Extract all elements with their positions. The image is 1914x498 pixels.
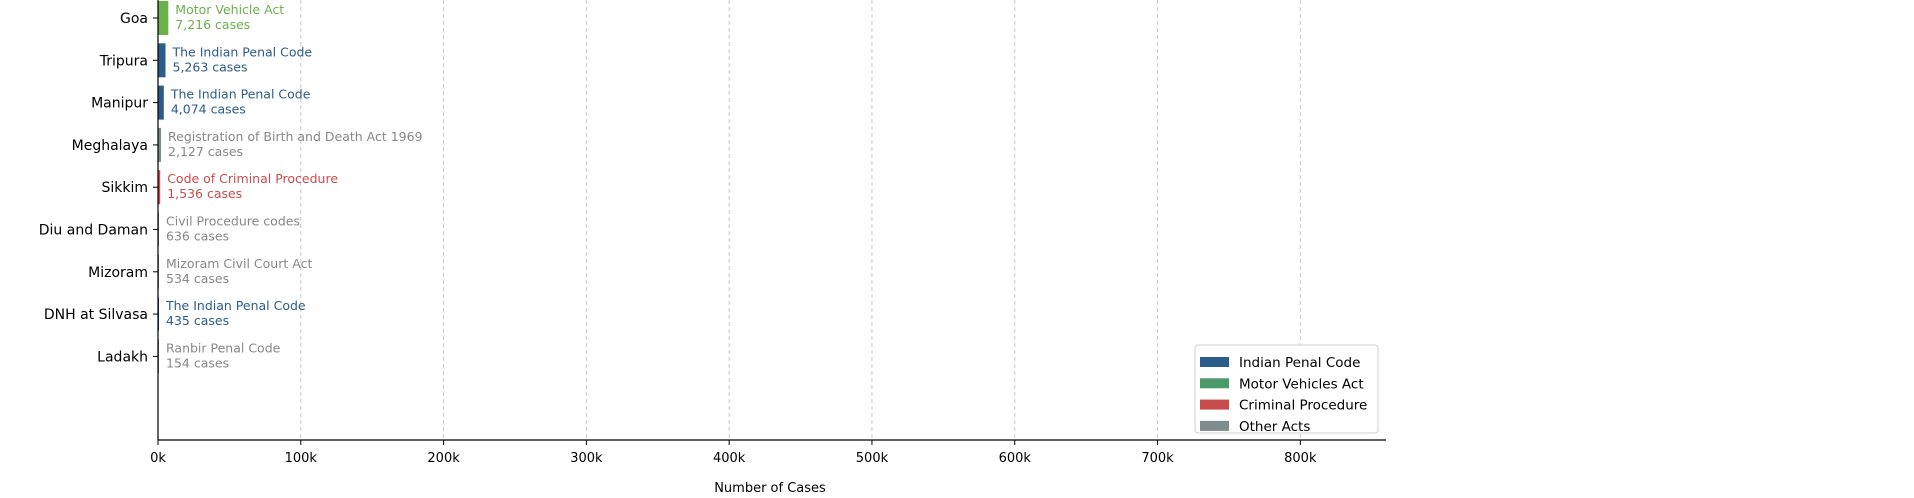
legend-swatch (1200, 399, 1229, 410)
bar-value-label: 1,536 cases (167, 186, 242, 201)
legend-swatch (1200, 420, 1229, 431)
bar-act-label: Registration of Birth and Death Act 1969 (168, 129, 423, 144)
x-tick-label: 300k (570, 451, 603, 466)
bar (158, 170, 161, 205)
bar-act-label: Civil Procedure codes (166, 214, 300, 229)
y-tick-label: Ladakh (97, 349, 148, 365)
x-tick-label: 0k (150, 451, 166, 466)
legend-swatch (1200, 378, 1229, 389)
x-tick-label: 400k (713, 451, 746, 466)
bar-value-label: 5,263 cases (173, 59, 248, 74)
bar-value-label: 2,127 cases (168, 144, 243, 159)
y-tick-label: Sikkim (101, 180, 148, 196)
legend-label: Other Acts (1239, 419, 1310, 435)
bar-value-label: 154 cases (166, 355, 229, 370)
y-tick-label: Tripura (99, 53, 148, 69)
legend-swatch (1200, 357, 1229, 367)
x-tick-label: 500k (856, 451, 889, 466)
bar-act-label: Motor Vehicle Act (175, 2, 284, 17)
bar (158, 43, 166, 78)
x-tick-label: 600k (999, 451, 1032, 466)
y-tick-label: Mizoram (88, 265, 148, 281)
y-tick-label: Goa (120, 11, 148, 27)
bar-act-label: Mizoram Civil Court Act (166, 256, 312, 271)
y-tick-label: Meghalaya (72, 138, 148, 154)
bar-value-label: 7,216 cases (175, 17, 250, 32)
x-axis-label: Number of Cases (714, 481, 826, 496)
bar (158, 85, 164, 120)
legend-label: Criminal Procedure (1239, 398, 1367, 414)
legend-frame (1194, 344, 1379, 434)
x-tick-label: 700k (1141, 451, 1174, 466)
x-gridlines (300, 0, 1301, 440)
bar (158, 1, 169, 35)
bar-act-label: Code of Criminal Procedure (167, 171, 338, 186)
y-tick-label: Manipur (91, 96, 148, 112)
bar-act-label: The Indian Penal Code (170, 87, 311, 102)
y-tick-label: DNH at Silvasa (44, 307, 148, 323)
legend-label: Motor Vehicles Act (1239, 376, 1364, 392)
axes: 0k 100k 200k 300k 400k 500k 600k 700k 800k Goa Tri… (39, 0, 1386, 466)
bar (158, 127, 162, 162)
legend: Indian Penal Code Motor Vehicles Act Crimi… (1194, 344, 1379, 435)
bar-value-label: 4,074 cases (171, 102, 246, 117)
x-tick-label: 100k (285, 451, 318, 466)
x-tick-label: 200k (427, 451, 460, 466)
x-tick-label: 800k (1284, 451, 1317, 466)
y-tick-label: Diu and Daman (39, 223, 148, 239)
bar-value-label: 534 cases (166, 271, 229, 286)
bar-act-label: The Indian Penal Code (172, 44, 313, 59)
bar-value-label: 636 cases (166, 229, 229, 244)
legend-label: Indian Penal Code (1239, 355, 1360, 371)
bar-value-label: 435 cases (166, 313, 229, 328)
bar-act-label: Ranbir Penal Code (166, 340, 281, 355)
bar-act-label: The Indian Penal Code (165, 298, 306, 313)
